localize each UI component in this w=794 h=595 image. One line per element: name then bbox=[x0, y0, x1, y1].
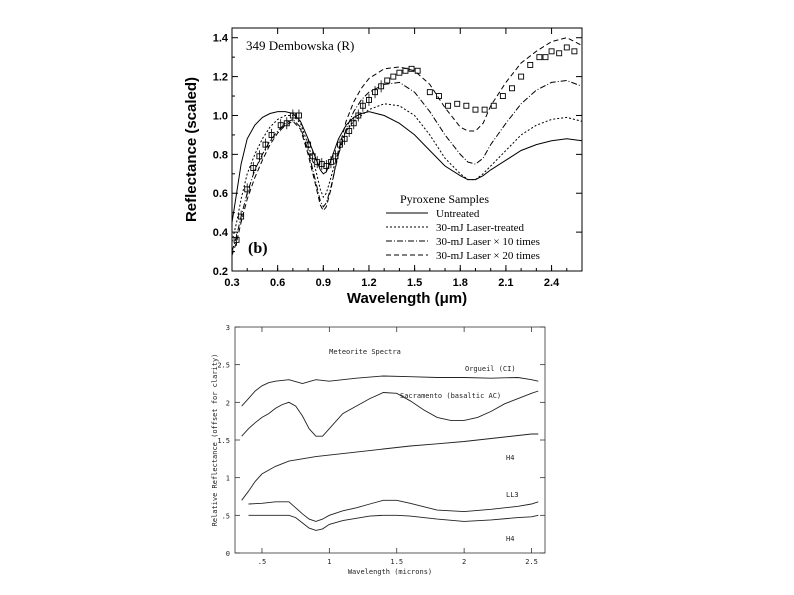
x-tick-label: 2.5 bbox=[525, 558, 538, 566]
series-line-3 bbox=[241, 433, 539, 501]
series-line-4 bbox=[231, 37, 583, 256]
x-axis-label: Wavelength (μm) bbox=[347, 290, 467, 307]
data-point-marker bbox=[509, 85, 515, 92]
data-point-marker bbox=[436, 93, 442, 99]
meteorite-spectra-chart: .5 1 1.5 2 2.5 0 .5 1 1.5 2 2.5 3 Meteorite Spectra W… bbox=[211, 324, 546, 576]
series-label: Orgueil (CI) bbox=[465, 365, 516, 373]
data-point-marker bbox=[481, 106, 488, 113]
data-point-marker bbox=[414, 67, 421, 74]
data-point-marker bbox=[571, 48, 578, 55]
y-tick-label: 1 bbox=[226, 475, 230, 483]
legend-label: 30-mJ Laser-treated bbox=[436, 222, 525, 234]
series-label: H4 bbox=[506, 535, 514, 543]
y-tick-label: .5 bbox=[222, 512, 230, 520]
data-point-marker bbox=[563, 44, 570, 51]
data-point-marker bbox=[536, 54, 543, 61]
legend-label: Untreated bbox=[436, 208, 480, 220]
y-tick-label: 2.5 bbox=[217, 362, 230, 370]
legend-title: Pyroxene Samples bbox=[400, 192, 489, 206]
x-tick-label: 1.2 bbox=[361, 277, 376, 289]
data-point-marker bbox=[384, 77, 391, 84]
y-tick-label: 0 bbox=[226, 550, 230, 558]
data-point-marker bbox=[390, 73, 397, 80]
x-tick-label: 1.5 bbox=[390, 558, 403, 566]
series-line-1 bbox=[241, 375, 539, 407]
y-tick-label: 1.4 bbox=[213, 33, 229, 45]
data-point-marker bbox=[556, 50, 563, 57]
series-line-2 bbox=[231, 103, 583, 242]
data-point-marker bbox=[445, 102, 452, 109]
chart-title: Meteorite Spectra bbox=[329, 348, 401, 356]
y-axis-label: Relative Reflectance (offset for clarity… bbox=[211, 354, 219, 527]
data-point-marker bbox=[548, 48, 555, 55]
x-tick-label: 0.6 bbox=[270, 277, 285, 289]
y-tick-label: 0.2 bbox=[213, 266, 228, 278]
series-label: H4 bbox=[506, 454, 514, 462]
panel-label: (b) bbox=[248, 240, 268, 257]
x-tick-label: .5 bbox=[258, 558, 266, 566]
y-tick-label: 0.4 bbox=[213, 227, 229, 239]
y-tick-label: 1.5 bbox=[217, 437, 230, 445]
data-point-marker bbox=[527, 61, 534, 68]
y-tick-label: 0.8 bbox=[213, 149, 228, 161]
series-line-5 bbox=[248, 514, 539, 531]
y-tick-label: 2 bbox=[226, 399, 230, 407]
y-tick-label: 0.6 bbox=[213, 188, 228, 200]
y-axis-label: Reflectance (scaled) bbox=[183, 77, 200, 222]
legend-label: 30-mJ Laser × 10 times bbox=[436, 236, 540, 248]
series-line-4 bbox=[248, 499, 539, 522]
data-point-marker bbox=[490, 102, 497, 109]
data-point-marker bbox=[454, 100, 461, 107]
x-tick-label: 1 bbox=[327, 558, 331, 566]
data-point-marker bbox=[402, 67, 409, 74]
data-point-marker bbox=[542, 54, 549, 61]
x-tick-label: 2 bbox=[462, 558, 466, 566]
data-point-marker bbox=[518, 73, 525, 80]
data-point-marker bbox=[499, 93, 506, 99]
plot-frame bbox=[231, 27, 583, 272]
x-tick-label: 2.4 bbox=[544, 277, 560, 289]
series-line-2 bbox=[241, 390, 539, 437]
data-point-marker bbox=[426, 89, 433, 96]
x-tick-label: 0.9 bbox=[316, 277, 331, 289]
x-axis-label: Wavelength (microns) bbox=[348, 568, 432, 576]
data-point-marker bbox=[472, 106, 479, 113]
x-tick-label: 0.3 bbox=[224, 277, 239, 289]
series-line-3 bbox=[231, 79, 583, 252]
x-tick-label: 1.8 bbox=[453, 277, 468, 289]
data-point-marker bbox=[396, 69, 403, 76]
data-point-marker bbox=[463, 102, 470, 109]
y-tick-label: 3 bbox=[226, 324, 230, 332]
y-tick-label: 1.0 bbox=[213, 110, 228, 122]
series-label: Sacramento (basaltic AC) bbox=[400, 392, 501, 400]
x-tick-label: 1.5 bbox=[407, 277, 422, 289]
dembowska-reflectance-chart: 0.3 0.6 0.9 1.2 1.5 1.8 2.1 2.4 0.2 0.4 0.6 0.8 1.0 1… bbox=[183, 27, 583, 307]
legend-label: 30-mJ Laser × 20 times bbox=[436, 250, 540, 262]
data-point-marker bbox=[408, 65, 415, 72]
y-tick-label: 1.2 bbox=[213, 72, 228, 84]
x-tick-label: 2.1 bbox=[498, 277, 513, 289]
series-label: LL3 bbox=[506, 491, 519, 499]
chart-title: 349 Dembowska (R) bbox=[246, 38, 354, 53]
